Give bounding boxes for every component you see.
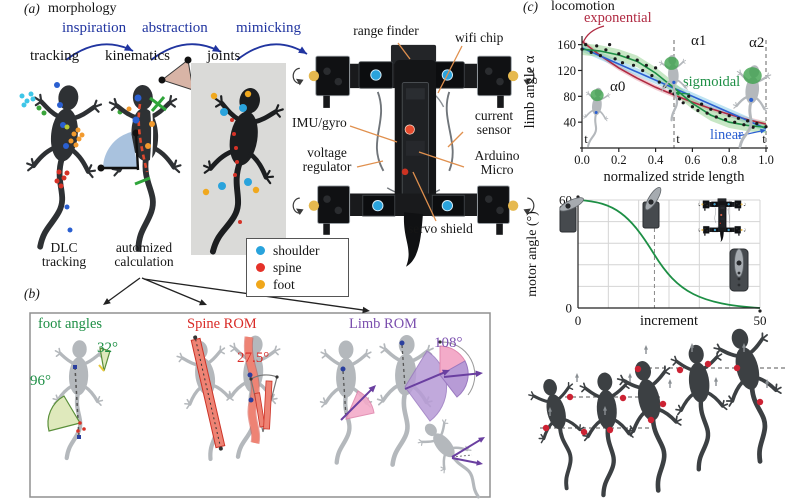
legend-dot <box>256 280 265 289</box>
motor-angle-curve <box>577 199 761 309</box>
svg-text:t: t <box>762 131 766 146</box>
legend-item: shoulder <box>256 242 348 259</box>
label-current-sensor: current sensor <box>474 108 514 138</box>
gait-geckos <box>523 322 797 496</box>
stage-label-joints: joints <box>207 48 241 64</box>
spine-rom-diagram <box>175 334 282 462</box>
flow-label-inspiration: inspiration <box>62 20 127 36</box>
caption-automized-calculation: automized calculation <box>114 240 174 270</box>
limb-rom-diagram <box>321 334 500 500</box>
label-imu-gyro: IMU/gyro <box>292 115 347 130</box>
label-wifi-chip: wifi chip <box>455 30 504 45</box>
legend-item: foot <box>256 276 348 293</box>
legend-box: shoulder spine foot <box>246 238 349 297</box>
svg-text:0: 0 <box>566 301 573 316</box>
svg-text:linear: linear <box>710 127 743 143</box>
gait-sequence-diagram <box>523 330 800 500</box>
spine-rom-angle-value: 27.5° <box>237 350 270 366</box>
svg-text:t: t <box>584 131 588 146</box>
caption-dlc-tracking: DLC tracking <box>41 240 87 270</box>
spine-rom-wedge <box>249 374 279 433</box>
panel-c-tag: (c) <box>523 0 538 14</box>
servo-icon <box>729 248 749 292</box>
svg-text:0.2: 0.2 <box>611 153 627 167</box>
flow-label-mimicking: mimicking <box>236 20 301 36</box>
gecko-kinematics-overlays <box>97 56 194 186</box>
svg-text:increment: increment <box>640 313 698 329</box>
gecko-joints-markers <box>202 90 260 224</box>
servo-icon <box>559 197 584 233</box>
panel-b-box <box>29 312 491 498</box>
label-voltage-regulator: voltage regulator <box>302 145 352 175</box>
svg-text:sigmoidal: sigmoidal <box>683 74 740 90</box>
servo-icon <box>642 186 662 229</box>
stage-label-tracking: tracking <box>30 48 80 64</box>
svg-text:limb angle α: limb angle α <box>522 55 538 128</box>
legend-dot <box>256 246 265 255</box>
legend-label: shoulder <box>273 242 320 258</box>
svg-text:80: 80 <box>564 90 577 104</box>
foot-angle-hand-value: 32° <box>97 340 118 356</box>
limb-rom-title: Limb ROM <box>349 316 418 332</box>
scatter-points <box>580 43 768 129</box>
foot-angles-diagram <box>47 339 111 459</box>
phase-gecko <box>579 85 613 149</box>
foot-contact-markers <box>542 360 764 436</box>
panel-a-title: morphology <box>48 1 117 16</box>
flow-label-abstraction: abstraction <box>142 20 208 36</box>
svg-text:0.6: 0.6 <box>685 153 701 167</box>
panel-a-tag: (a) <box>24 1 40 16</box>
limb-rom-angle-value: 108° <box>434 335 463 351</box>
panel-b-tag: (b) <box>24 286 40 301</box>
label-range-finder: range finder <box>353 23 419 38</box>
svg-text:0.8: 0.8 <box>721 153 737 167</box>
svg-text:exponential: exponential <box>584 10 652 26</box>
mini-robot-icon <box>698 198 746 243</box>
svg-text:160: 160 <box>557 38 576 52</box>
legend-item: spine <box>256 259 348 276</box>
svg-text:0: 0 <box>575 313 582 328</box>
svg-text:motor angle (°): motor angle (°) <box>525 211 540 297</box>
foot-angle-hip-value: 96° <box>30 373 51 389</box>
svg-text:α0: α0 <box>610 79 625 95</box>
robot-label-leader-lines <box>349 42 465 222</box>
panel-a-graphics <box>0 42 535 268</box>
svg-text:1.0: 1.0 <box>758 153 774 167</box>
svg-text:120: 120 <box>557 64 576 78</box>
svg-text:α1: α1 <box>691 33 706 49</box>
foot-angles-title: foot angles <box>38 316 103 332</box>
label-servo-shield: servo shield <box>408 221 473 236</box>
stage-label-kinematics: kinematics <box>105 48 170 64</box>
svg-text:0.0: 0.0 <box>574 153 590 167</box>
legend-label: spine <box>273 259 302 275</box>
legend-dot <box>256 263 265 272</box>
svg-text:t: t <box>676 131 680 146</box>
svg-text:0.4: 0.4 <box>648 153 664 167</box>
phase-gecko <box>657 52 692 122</box>
svg-text:α2: α2 <box>749 35 764 51</box>
spine-rom-title: Spine ROM <box>187 316 257 332</box>
label-arduino-micro: Arduino Micro <box>474 148 520 178</box>
svg-text:50: 50 <box>754 313 767 328</box>
phase-gecko <box>727 61 774 151</box>
panel-b-graphics <box>29 277 500 500</box>
panel-c-title: locomotion <box>551 0 615 14</box>
svg-text:40: 40 <box>564 116 577 130</box>
limb-angle-chart: 40 80 120 160 0.0 0.2 0.4 0.6 0.8 1.0 normalized s… <box>522 10 774 185</box>
limb-rom-wedge <box>438 340 476 398</box>
legend-label: foot <box>273 276 295 292</box>
svg-text:normalized stride length: normalized stride length <box>604 169 746 185</box>
